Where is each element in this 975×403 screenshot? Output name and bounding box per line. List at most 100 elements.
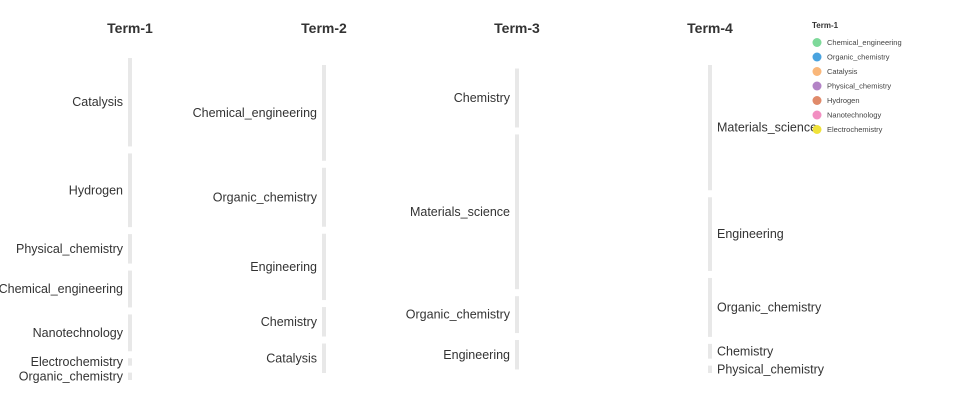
link-materials-science-to-engineering	[519, 227, 708, 245]
node-label-t4-physical-chemistry: Physical_chemistry	[717, 362, 825, 376]
link-engineering-to-chemistry	[326, 120, 515, 241]
link-chemical-engineering-to-materials-science	[326, 131, 515, 186]
link-engineering-to-materials-science	[326, 267, 515, 285]
link-chemistry-to-materials-science	[519, 102, 708, 120]
node-label-t2-organic-chemistry: Organic_chemistry	[213, 190, 318, 204]
link-engineering-to-chemistry	[519, 351, 708, 362]
node-t3-chemistry	[515, 68, 519, 128]
link-organic-chemistry-to-organic-chemistry	[519, 300, 708, 318]
node-t1-chemical-engineering	[128, 270, 132, 308]
link-engineering-to-physical-chemistry	[519, 362, 708, 373]
link-materials-science-to-materials-science	[519, 124, 708, 171]
link-materials-science-to-materials-science	[519, 176, 708, 201]
node-label-t4-materials-science: Materials_science	[717, 121, 817, 135]
legend-label-catalysis: Catalysis	[827, 67, 858, 76]
node-t1-organic-chemistry	[128, 372, 132, 380]
node-t2-organic-chemistry	[322, 167, 326, 227]
node-label-t4-organic-chemistry: Organic_chemistry	[717, 300, 822, 314]
link-engineering-to-materials-science	[326, 238, 515, 256]
node-t2-catalysis	[322, 343, 326, 373]
node-t1-hydrogen	[128, 153, 132, 228]
node-t1-electrochemistry	[128, 358, 132, 366]
legend-label-nanotechnology: Nanotechnology	[827, 111, 881, 120]
legend-swatch-physical-chemistry	[812, 81, 822, 91]
legend-label-hydrogen: Hydrogen	[827, 96, 860, 105]
link-chemistry-to-materials-science	[519, 117, 708, 128]
node-t4-physical-chemistry	[708, 365, 712, 373]
link-engineering-to-materials-science	[326, 252, 515, 270]
link-catalysis-to-engineering	[132, 124, 322, 248]
node-t1-physical-chemistry	[128, 234, 132, 264]
link-catalysis-to-chemical-engineering	[132, 58, 322, 102]
node-t2-chemistry	[322, 307, 326, 337]
legend-title: Term-1	[812, 21, 839, 30]
link-nanotechnology-to-engineering	[132, 278, 322, 344]
link-materials-science-to-materials-science	[519, 161, 708, 186]
legend-label-chemical-engineering: Chemical_engineering	[827, 38, 902, 47]
legend-label-physical-chemistry: Physical_chemistry	[827, 82, 891, 91]
node-layer: Catalysis Hydrogen Physical_chemistry Chemi…	[0, 58, 825, 383]
link-organic-chemistry-to-engineering	[519, 264, 708, 304]
node-label-t4-chemistry: Chemistry	[717, 344, 774, 358]
link-chemical-engineering-to-chemistry	[326, 65, 515, 83]
link-hydrogen-to-chemical-engineering	[132, 117, 322, 169]
term-title-3: Term-3	[494, 20, 540, 36]
term-titles: Term-1 Term-2 Term-3 Term-4	[107, 20, 733, 36]
node-t1-catalysis	[128, 58, 132, 147]
link-hydrogen-to-catalysis	[132, 212, 322, 365]
node-t3-engineering	[515, 340, 519, 370]
link-engineering-to-organic-chemistry	[519, 322, 708, 355]
node-label-t1-organic-chemistry: Organic_chemistry	[19, 369, 124, 383]
link-organic-chemistry-to-chemistry	[519, 326, 708, 352]
node-t4-organic-chemistry	[708, 277, 712, 337]
node-t2-engineering	[322, 233, 326, 301]
node-label-t1-chemical-engineering: Chemical_engineering	[0, 282, 123, 296]
node-label-t1-catalysis: Catalysis	[72, 95, 123, 109]
link-chemistry-to-materials-science	[519, 94, 708, 105]
node-label-t3-engineering: Engineering	[443, 348, 510, 362]
node-label-t3-organic-chemistry: Organic_chemistry	[406, 308, 511, 322]
node-t4-chemistry	[708, 343, 712, 359]
node-label-t1-hydrogen: Hydrogen	[69, 183, 123, 197]
link-organic-chemistry-to-engineering	[132, 293, 322, 380]
link-materials-science-to-engineering	[519, 241, 708, 259]
node-t2-chemical-engineering	[322, 65, 326, 161]
link-chemical-engineering-to-materials-science	[326, 94, 515, 171]
link-organic-chemistry-to-chemistry	[326, 98, 515, 175]
link-materials-science-to-engineering	[519, 212, 708, 230]
node-label-t2-engineering: Engineering	[250, 260, 317, 274]
legend-label-electrochemistry: Electrochemistry	[827, 125, 883, 134]
link-materials-science-to-engineering	[519, 256, 708, 267]
node-t3-organic-chemistry	[515, 296, 519, 334]
legend-swatch-electrochemistry	[812, 125, 822, 134]
term-title-4: Term-4	[687, 20, 733, 36]
node-label-t1-physical-chemistry: Physical_chemistry	[16, 242, 124, 256]
legend-swatch-organic-chemistry	[812, 52, 822, 62]
node-t4-engineering	[708, 197, 712, 271]
node-label-t2-chemistry: Chemistry	[261, 315, 318, 329]
link-chemistry-to-materials-science	[519, 65, 708, 83]
node-t3-materials-science	[515, 134, 519, 290]
term-title-2: Term-2	[301, 20, 347, 36]
term-title-1: Term-1	[107, 20, 153, 36]
node-label-t3-materials-science: Materials_science	[410, 205, 510, 219]
link-nanotechnology-to-chemical-engineering	[132, 146, 322, 329]
node-t1-nanotechnology	[128, 314, 132, 352]
link-organic-chemistry-to-organic-chemistry	[519, 315, 708, 326]
link-catalysis-to-organic-chemistry	[132, 110, 322, 183]
node-label-t2-chemical-engineering: Chemical_engineering	[193, 106, 317, 120]
legend-swatch-catalysis	[812, 67, 822, 76]
node-label-t3-chemistry: Chemistry	[454, 91, 511, 105]
node-label-t1-nanotechnology: Nanotechnology	[33, 326, 124, 340]
link-catalysis-to-engineering	[326, 362, 515, 373]
node-t4-materials-science	[708, 65, 712, 191]
link-chemistry-to-materials-science	[519, 80, 708, 98]
legend: Term-1 Chemical_engineering Organic_chemis…	[812, 21, 902, 134]
link-materials-science-to-organic-chemistry	[519, 267, 708, 300]
legend-swatch-nanotechnology	[812, 110, 822, 120]
legend-label-organic-chemistry: Organic_chemistry	[827, 53, 890, 62]
link-chemical-engineering-to-materials-science	[326, 146, 515, 201]
link-chemical-engineering-to-organic-chemistry	[132, 212, 322, 285]
legend-swatch-hydrogen	[812, 96, 822, 105]
